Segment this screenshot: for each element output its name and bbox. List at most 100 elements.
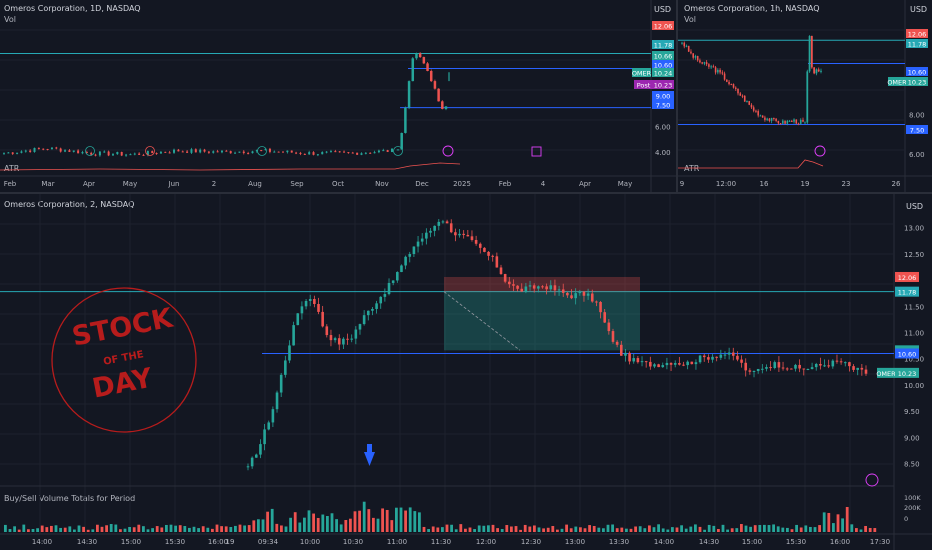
hourly-candle <box>804 122 806 124</box>
panel-divider-horizontal[interactable] <box>0 192 932 194</box>
volume-bar <box>551 526 555 532</box>
volume-bar <box>813 527 817 532</box>
daily-currency-button[interactable]: USD <box>654 5 672 14</box>
daily-candle <box>64 150 67 152</box>
daily-candle <box>59 148 62 152</box>
daily-price-tag-text: Post <box>637 82 651 90</box>
hourly-candle <box>719 69 721 73</box>
hourly-price-tag <box>906 39 928 48</box>
volume-bar <box>399 507 403 532</box>
main-candle <box>425 232 428 239</box>
hourly-candle <box>820 70 822 72</box>
main-candle <box>458 233 461 236</box>
main-candle <box>449 223 453 233</box>
volume-bar <box>335 519 338 532</box>
volume-bar <box>666 529 670 532</box>
main-candle <box>354 329 358 339</box>
daily-candle <box>90 152 93 155</box>
main-x-tick: 14:30 <box>699 538 719 546</box>
main-candle <box>827 365 830 367</box>
volume-bar <box>31 528 35 532</box>
daily-candle <box>55 147 58 149</box>
main-candle <box>541 286 544 288</box>
daily-candle <box>138 153 141 155</box>
daily-price-tag <box>652 100 674 109</box>
daily-candle <box>120 151 123 156</box>
main-x-tick: 15:30 <box>165 538 185 546</box>
daily-x-tick: Oct <box>332 180 344 188</box>
daily-candle <box>151 151 154 154</box>
main-candle <box>595 301 598 303</box>
main-candle <box>545 286 548 290</box>
hourly-candle <box>717 69 719 73</box>
main-candle <box>317 303 320 312</box>
volume-bar <box>59 527 62 532</box>
main-candle <box>744 362 748 371</box>
volume-bar <box>22 524 26 532</box>
hourly-candle <box>773 117 775 119</box>
main-candle <box>279 374 283 393</box>
main-x-tick: 19 <box>226 538 235 546</box>
volume-bar <box>441 527 444 532</box>
volume-bar <box>376 518 380 532</box>
daily-candle <box>277 151 280 153</box>
volume-bar <box>220 526 223 532</box>
daily-candle <box>251 151 254 154</box>
daily-x-tick: Sep <box>290 180 304 188</box>
hourly-price-tag <box>906 125 928 134</box>
main-currency-button[interactable]: USD <box>906 202 924 211</box>
down-arrow-marker-stem <box>367 444 372 453</box>
volume-bar <box>73 529 76 532</box>
main-price-tag <box>895 286 919 297</box>
main-candle <box>823 365 826 367</box>
hourly-chart-panel[interactable]: Omeros Corporation, 1h, NASDAQ Vol ATR U… <box>678 0 932 192</box>
main-candle <box>810 367 814 370</box>
volume-bar <box>588 525 591 532</box>
volume-bar <box>859 529 863 532</box>
volume-bar <box>390 520 394 532</box>
volume-y-tick: 0 <box>904 515 908 523</box>
volume-bar <box>675 527 679 532</box>
daily-candle <box>334 151 337 153</box>
volume-bar <box>487 525 490 532</box>
volume-bar <box>763 524 766 532</box>
volume-bar <box>868 527 872 532</box>
daily-candle <box>382 150 385 152</box>
volume-bar <box>744 525 748 532</box>
hourly-candle <box>710 66 712 68</box>
volume-bar <box>620 527 624 532</box>
hourly-y-tick: 6.00 <box>909 151 925 159</box>
main-candle <box>375 303 378 309</box>
volume-bar <box>464 528 467 532</box>
volume-bar <box>712 525 716 532</box>
daily-candle <box>216 151 219 153</box>
hourly-currency-button[interactable]: USD <box>910 5 928 14</box>
volume-bar <box>197 528 200 532</box>
main-candle <box>686 361 689 366</box>
hourly-candle <box>708 64 710 67</box>
volume-bar <box>579 527 582 532</box>
daily-candle <box>229 151 232 154</box>
down-arrow-marker-icon <box>364 452 375 466</box>
hourly-price-tag-text: 11.78 <box>908 41 927 49</box>
hourly-price-tag <box>906 77 928 86</box>
main-candle <box>532 285 536 289</box>
hourly-candle <box>768 118 771 121</box>
volume-bar <box>36 528 39 532</box>
volume-bar <box>215 524 219 532</box>
main-candle <box>561 289 565 293</box>
panel-divider[interactable] <box>676 0 678 192</box>
main-x-tick: 12:30 <box>521 538 541 546</box>
daily-chart-panel[interactable]: Omeros Corporation, 1D, NASDAQ Vol ATR U… <box>0 0 676 192</box>
volume-bar <box>50 525 53 532</box>
main-candle <box>524 286 528 292</box>
main-x-tick: 16:00 <box>208 538 228 546</box>
main-x-tick: 15:30 <box>786 538 806 546</box>
volume-bar <box>422 526 426 532</box>
daily-price-tag-text: 9.00 <box>656 93 670 101</box>
volume-bar <box>592 526 596 532</box>
main-chart-panel[interactable]: Omeros Corporation, 2, NASDAQ Buy/Sell V… <box>0 194 932 550</box>
